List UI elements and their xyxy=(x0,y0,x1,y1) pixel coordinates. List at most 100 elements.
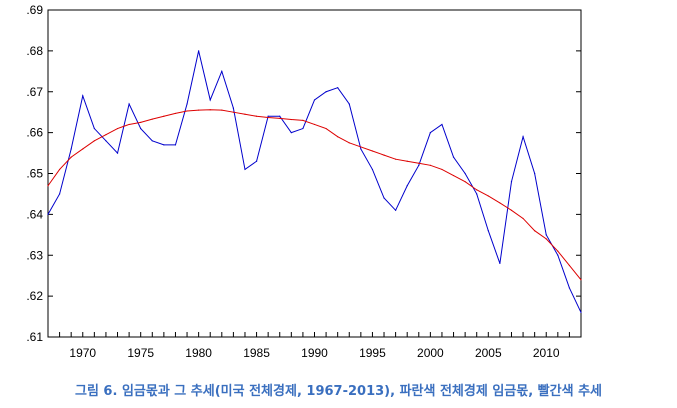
series-points-1 xyxy=(47,50,582,314)
data-point xyxy=(209,99,211,101)
y-tick-label: .61 xyxy=(26,330,43,344)
data-point xyxy=(244,168,246,171)
data-point xyxy=(510,181,513,183)
data-point xyxy=(221,109,223,111)
data-point xyxy=(452,156,455,158)
data-point xyxy=(232,107,234,109)
data-point xyxy=(140,127,142,130)
data-point xyxy=(47,213,49,215)
series-points-2 xyxy=(47,109,582,281)
data-point xyxy=(279,115,281,117)
y-tick-label: .68 xyxy=(26,44,43,58)
data-point xyxy=(522,136,524,138)
x-tick-label: 1980 xyxy=(185,346,212,360)
y-axis: .61 .62 .63 .64 .65 .66 .67 .68 .69 xyxy=(26,3,581,344)
data-point xyxy=(487,230,489,232)
data-point xyxy=(128,103,130,105)
data-point xyxy=(93,140,95,142)
data-point xyxy=(418,162,420,164)
data-point xyxy=(302,119,304,121)
data-point xyxy=(255,160,258,162)
data-point xyxy=(499,202,501,204)
y-tick-label: .62 xyxy=(26,289,43,303)
data-point xyxy=(429,164,431,166)
series-group xyxy=(47,50,582,314)
x-tick-label: 1970 xyxy=(69,346,96,360)
data-point xyxy=(163,144,165,146)
data-point xyxy=(128,123,130,126)
data-point xyxy=(545,238,547,240)
data-point xyxy=(395,158,397,160)
data-point xyxy=(325,127,327,130)
data-point xyxy=(522,217,524,220)
data-point xyxy=(198,50,200,52)
data-point xyxy=(70,148,72,150)
y-tick-label: .67 xyxy=(26,85,43,99)
data-point xyxy=(406,185,408,187)
data-point xyxy=(418,164,420,166)
y-tick-label: .64 xyxy=(26,207,43,221)
y-tick-label: .65 xyxy=(26,167,43,181)
data-point xyxy=(371,150,374,152)
data-point xyxy=(116,127,119,130)
data-point xyxy=(313,123,316,126)
data-point xyxy=(383,154,385,156)
data-point xyxy=(452,174,455,177)
data-point xyxy=(255,115,258,117)
data-point xyxy=(198,109,200,111)
data-point xyxy=(464,181,466,183)
data-point xyxy=(406,160,408,162)
data-point xyxy=(58,193,61,195)
data-point xyxy=(499,262,501,265)
data-point xyxy=(429,132,431,134)
data-point xyxy=(174,144,177,146)
data-point xyxy=(580,311,582,314)
data-point xyxy=(290,118,292,121)
data-point xyxy=(510,209,513,211)
data-point xyxy=(47,185,49,187)
line-chart: .61 .62 .63 .64 .65 .66 .67 .68 .69 1970 1975 1980… xyxy=(26,3,582,360)
x-axis: 1970 1975 1980 1985 1990 1995 2000 2005 2010 xyxy=(47,332,582,360)
y-tick-label: .66 xyxy=(26,126,43,140)
data-point xyxy=(476,189,478,191)
data-point xyxy=(383,197,385,199)
data-point xyxy=(441,168,443,171)
data-point xyxy=(325,91,327,93)
series-line-1 xyxy=(47,50,582,313)
data-point xyxy=(360,146,362,148)
data-point xyxy=(476,193,478,195)
data-point xyxy=(371,168,374,171)
data-point xyxy=(534,230,536,232)
data-point xyxy=(105,134,107,136)
data-point xyxy=(580,279,582,281)
data-point xyxy=(441,123,443,126)
data-point xyxy=(163,115,165,117)
data-point xyxy=(267,115,269,117)
data-point xyxy=(534,172,536,175)
data-point xyxy=(360,148,362,150)
data-point xyxy=(186,110,188,112)
figure-caption: 그림 6. 임금몫과 그 추세(미국 전체경제, 1967-2013), 파란색… xyxy=(74,384,603,399)
x-tick-label: 2005 xyxy=(475,346,502,360)
data-point xyxy=(93,127,95,130)
data-point xyxy=(151,140,153,142)
data-point xyxy=(337,136,339,138)
data-point xyxy=(395,209,397,211)
data-point xyxy=(58,168,61,171)
data-point xyxy=(464,172,466,175)
data-point xyxy=(568,264,571,267)
x-tick-label: 1975 xyxy=(127,346,154,360)
data-point xyxy=(232,111,234,113)
y-tick-label: .63 xyxy=(26,248,43,262)
data-point xyxy=(151,118,153,120)
data-point xyxy=(140,121,142,124)
data-point xyxy=(267,116,269,119)
x-tick-label: 1995 xyxy=(359,346,386,360)
y-tick-label: .69 xyxy=(26,3,43,17)
data-point xyxy=(568,287,571,289)
x-tick-label: 1990 xyxy=(301,346,328,360)
data-point xyxy=(290,132,292,134)
data-point xyxy=(116,152,119,154)
data-point xyxy=(82,148,84,150)
data-point xyxy=(545,234,547,236)
